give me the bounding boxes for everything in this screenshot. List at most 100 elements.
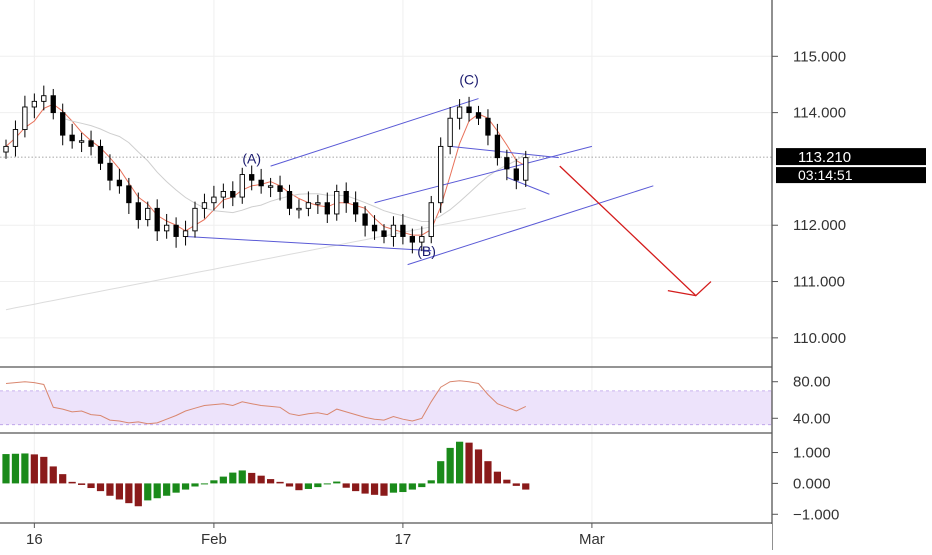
candle-body	[513, 168, 519, 181]
price-tick-label: 110.000	[793, 330, 846, 347]
macd-bar	[30, 454, 38, 484]
macd-bar	[163, 483, 171, 496]
date-tick-label: 17	[395, 531, 412, 548]
candle-body	[211, 196, 217, 204]
macd-bar	[352, 483, 360, 492]
macd-bar	[474, 449, 483, 484]
candle-body	[324, 202, 330, 215]
rsi-panel	[0, 380, 772, 426]
candlesticks	[3, 85, 529, 254]
projection-arrow-tail	[667, 289, 696, 297]
candle-body	[390, 224, 397, 237]
candle-body	[381, 230, 387, 237]
wave-labels: (A) (B) (C)	[242, 71, 478, 259]
macd-bar	[125, 483, 133, 504]
macd-bar	[144, 483, 152, 501]
macd-bar	[465, 442, 473, 484]
indicator-lines	[0, 103, 772, 311]
candle-body	[78, 140, 85, 143]
candle-body	[201, 202, 208, 209]
price-label: 113.210	[798, 149, 851, 166]
wave-label: (C)	[459, 71, 478, 87]
ma-slow-line	[62, 117, 527, 222]
candle-body	[182, 230, 189, 237]
candle-body	[494, 134, 501, 159]
channel-mid[interactable]	[450, 145, 559, 159]
macd-bar	[267, 479, 275, 484]
macd-bar	[399, 483, 407, 493]
candle-body	[258, 179, 264, 187]
channel-upper-B[interactable]	[374, 145, 593, 204]
candle-body	[31, 100, 38, 108]
macd-bar	[503, 479, 511, 484]
candle-body	[419, 236, 425, 243]
macd-bar	[49, 466, 57, 484]
rsi-tick-label: 40.00	[793, 410, 831, 427]
macd-bar	[418, 483, 426, 488]
candle-body	[12, 129, 19, 147]
price-label-box	[776, 148, 926, 166]
macd-bar	[96, 483, 105, 492]
candle-body	[466, 106, 472, 114]
channel-lower-B[interactable]	[407, 185, 654, 266]
price-axis[interactable]: 115.000 114.000 112.000 111.000 110.000 80.00…	[771, 0, 932, 550]
time-axis[interactable]: 16 Feb 17 Mar	[0, 523, 772, 550]
candle-body	[371, 224, 378, 232]
candle-body	[277, 185, 283, 192]
macd-bar	[2, 454, 10, 484]
candle-body	[334, 190, 340, 215]
candle-body	[22, 106, 28, 130]
candle-body	[154, 207, 160, 232]
price-tick-label: 114.000	[793, 105, 846, 122]
macd-bar	[484, 461, 492, 484]
candle-body	[107, 162, 113, 181]
candle-body	[163, 224, 170, 232]
candle-body	[485, 117, 491, 136]
macd-bar	[342, 483, 350, 488]
candle-body	[267, 185, 274, 188]
macd-bar	[78, 483, 86, 485]
macd-bar	[314, 483, 322, 488]
grid-lines	[0, 0, 772, 524]
rsi-line	[5, 380, 527, 425]
date-axis-bg	[0, 524, 772, 550]
macd-bar	[134, 483, 142, 507]
date-tick-label: Mar	[579, 531, 605, 548]
macd-tick-label: −1.000	[793, 506, 839, 523]
macd-bar	[512, 483, 520, 486]
macd-tick-label: 1.000	[793, 445, 831, 462]
candle-body	[50, 95, 56, 114]
candle-body	[523, 157, 529, 181]
macd-bar	[181, 483, 190, 490]
macd-bar	[40, 456, 48, 484]
candle-body	[353, 202, 359, 215]
candle-body	[116, 179, 123, 187]
candle-body	[315, 202, 321, 205]
projection-arrow[interactable]	[559, 165, 712, 297]
macd-bar	[87, 483, 95, 489]
macd-bar	[276, 481, 284, 484]
channel-upper-A[interactable]	[270, 98, 479, 167]
candle-body	[126, 185, 132, 204]
candle-body	[504, 157, 510, 170]
price-tick-label: 115.000	[793, 48, 846, 65]
candle-body	[362, 213, 368, 226]
candle-body	[249, 174, 255, 181]
candle-body	[135, 202, 141, 221]
macd-bar	[219, 476, 227, 484]
channel-lower-A[interactable]	[185, 235, 432, 252]
axis-bg	[772, 0, 932, 550]
macd-panel	[2, 441, 530, 507]
wave-label: (B)	[417, 243, 436, 259]
macd-bar	[68, 481, 76, 484]
candle-body	[97, 145, 104, 164]
macd-bar	[229, 472, 237, 484]
price-tick-label: 111.000	[793, 274, 845, 291]
rsi-tick-label: 80.00	[793, 374, 831, 391]
candle-body	[230, 190, 236, 198]
date-tick-label: Feb	[201, 531, 227, 548]
date-tick-label: 16	[26, 531, 43, 548]
macd-bar	[427, 480, 435, 484]
